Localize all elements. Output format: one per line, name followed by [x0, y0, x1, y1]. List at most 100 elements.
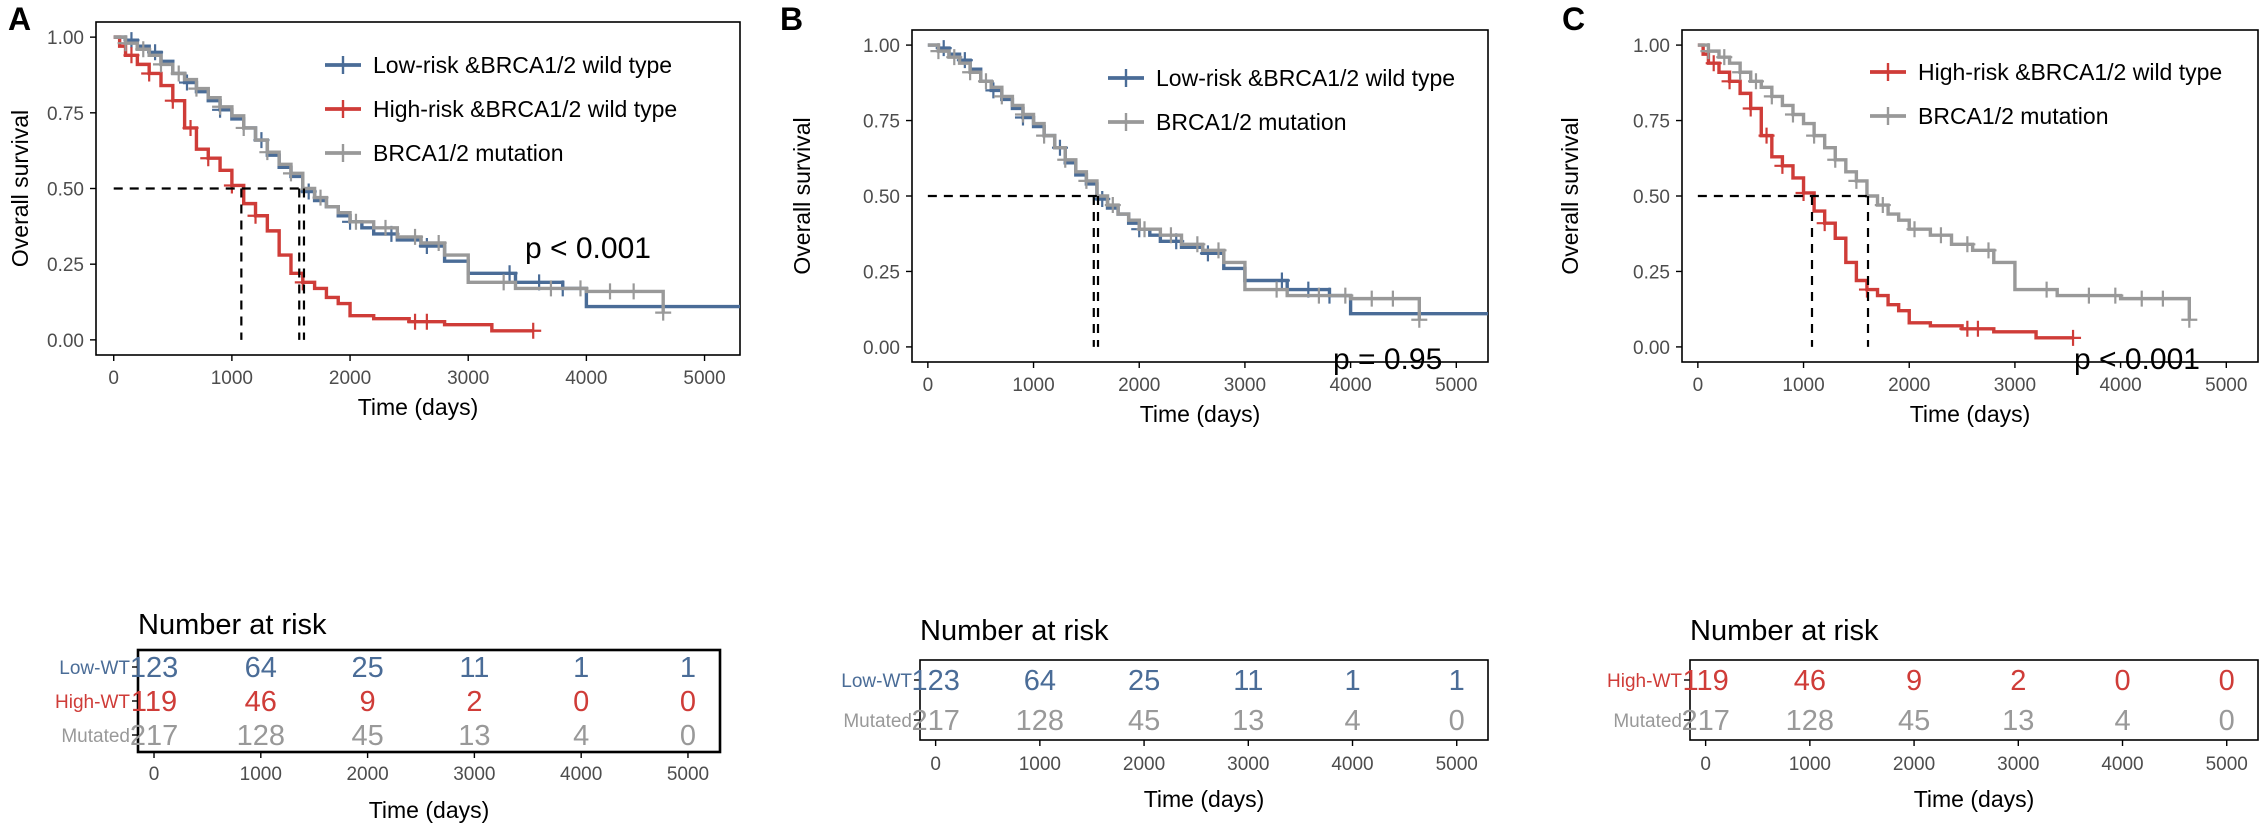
censor-mark: [1848, 172, 1865, 189]
risk-count: 1: [573, 652, 589, 684]
x-tick-label: 1000: [211, 368, 253, 389]
panel-label: A: [8, 1, 31, 37]
y-tick-label: 0.75: [863, 112, 900, 133]
censor-mark: [1806, 127, 1823, 144]
censor-mark: [1268, 281, 1285, 298]
risk-count: 13: [458, 720, 490, 752]
censor-mark: [1742, 100, 1759, 117]
y-tick-label: 0.00: [863, 338, 900, 359]
risk-count: 25: [1128, 665, 1160, 697]
risk-x-tick-label: 1000: [240, 764, 282, 785]
legend-label: BRCA1/2 mutation: [373, 140, 563, 166]
y-tick-label: 0.75: [47, 104, 84, 125]
censor-mark: [223, 177, 240, 194]
censor-mark: [1273, 272, 1290, 289]
risk-count: 0: [680, 720, 696, 752]
censor-mark: [178, 74, 195, 91]
censor-mark: [1827, 151, 1844, 168]
censor-mark: [1721, 73, 1738, 90]
censor-mark: [1980, 242, 1997, 259]
censor-mark: [164, 92, 181, 109]
censor-mark: [572, 280, 589, 297]
censor-mark: [430, 234, 447, 251]
y-tick-label: 0.25: [1633, 262, 1670, 283]
risk-row-label: Mutated: [61, 726, 130, 747]
y-tick-label: 0.00: [1633, 338, 1670, 359]
censor-mark: [1906, 221, 1923, 238]
censor-mark: [188, 80, 205, 97]
censor-mark: [182, 119, 199, 136]
risk-x-tick-label: 2000: [1893, 754, 1935, 775]
censor-mark: [2038, 281, 2055, 298]
risk-count: 119: [1683, 665, 1729, 697]
y-tick-label: 0.00: [47, 331, 84, 352]
censor-mark: [1363, 290, 1380, 307]
censor-mark: [1078, 172, 1095, 189]
y-tick-label: 1.00: [863, 36, 900, 57]
censor-mark: [625, 283, 642, 300]
censor-mark: [282, 165, 299, 182]
risk-count: 45: [1898, 705, 1930, 737]
censor-mark: [1014, 106, 1031, 123]
risk-x-tick-label: 4000: [2101, 754, 2143, 775]
censor-mark: [1774, 157, 1791, 174]
censor-mark: [312, 189, 329, 206]
risk-x-tick-label: 4000: [1331, 754, 1373, 775]
risk-count: 46: [245, 686, 277, 718]
legend-label: BRCA1/2 mutation: [1156, 109, 1346, 135]
censor-mark: [1162, 227, 1179, 244]
censor-mark: [212, 98, 229, 115]
risk-table-title: Number at risk: [920, 615, 1109, 647]
risk-x-tick-label: 3000: [1997, 754, 2039, 775]
censor-mark: [1874, 197, 1891, 214]
risk-count: 0: [2114, 665, 2130, 697]
p-value-label: p < 0.001: [2074, 343, 2200, 376]
censor-mark: [946, 49, 963, 66]
risk-table-frame: [1689, 659, 2259, 741]
censor-mark: [2080, 287, 2097, 304]
risk-table-title: Number at risk: [138, 609, 327, 641]
panel-label: B: [780, 1, 803, 37]
censor-mark: [1136, 221, 1153, 238]
censor-mark: [2154, 290, 2171, 307]
censor-mark: [1104, 197, 1121, 214]
survival-curve-1: [1697, 43, 2074, 340]
censor-mark: [1732, 64, 1749, 81]
censor-mark: [985, 82, 1002, 99]
censor-mark: [418, 313, 435, 330]
legend-label: High-risk &BRCA1/2 wild type: [373, 96, 677, 122]
risk-row-label: Low-WT: [59, 658, 130, 679]
risk-count: 9: [360, 686, 376, 718]
risk-x-axis-title: Time (days): [1914, 786, 2035, 812]
censor-mark: [2133, 290, 2150, 307]
y-tick-label: 0.25: [863, 262, 900, 283]
survival-curve-2: [927, 43, 1421, 320]
risk-count: 2: [466, 686, 482, 718]
risk-table-frame: [136, 648, 722, 754]
censor-mark: [1784, 106, 1801, 123]
risk-row-label: Mutated: [1613, 711, 1682, 732]
censor-mark: [977, 73, 994, 90]
risk-x-tick-label: 5000: [1436, 754, 1478, 775]
risk-count: 4: [2114, 705, 2130, 737]
risk-x-tick-label: 0: [930, 754, 941, 775]
censor-mark: [1411, 311, 1428, 328]
y-tick-label: 0.50: [47, 180, 84, 201]
censor-mark: [602, 283, 619, 300]
x-tick-label: 1000: [1782, 375, 1824, 396]
risk-count: 4: [573, 720, 589, 752]
p-value-label: p < 0.001: [525, 232, 651, 265]
censor-mark: [1337, 287, 1354, 304]
censor-mark: [525, 322, 542, 339]
x-tick-label: 4000: [565, 368, 607, 389]
censor-mark: [1310, 287, 1327, 304]
risk-table-frame: [919, 659, 1489, 741]
censor-mark: [1199, 245, 1216, 262]
x-tick-label: 0: [108, 368, 119, 389]
risk-count: 13: [2002, 705, 2034, 737]
risk-table-title: Number at risk: [1690, 615, 1879, 647]
risk-count: 0: [1449, 705, 1465, 737]
x-tick-label: 4000: [2099, 375, 2141, 396]
x-tick-label: 3000: [1994, 375, 2036, 396]
p-value-label: p = 0.95: [1333, 343, 1442, 376]
